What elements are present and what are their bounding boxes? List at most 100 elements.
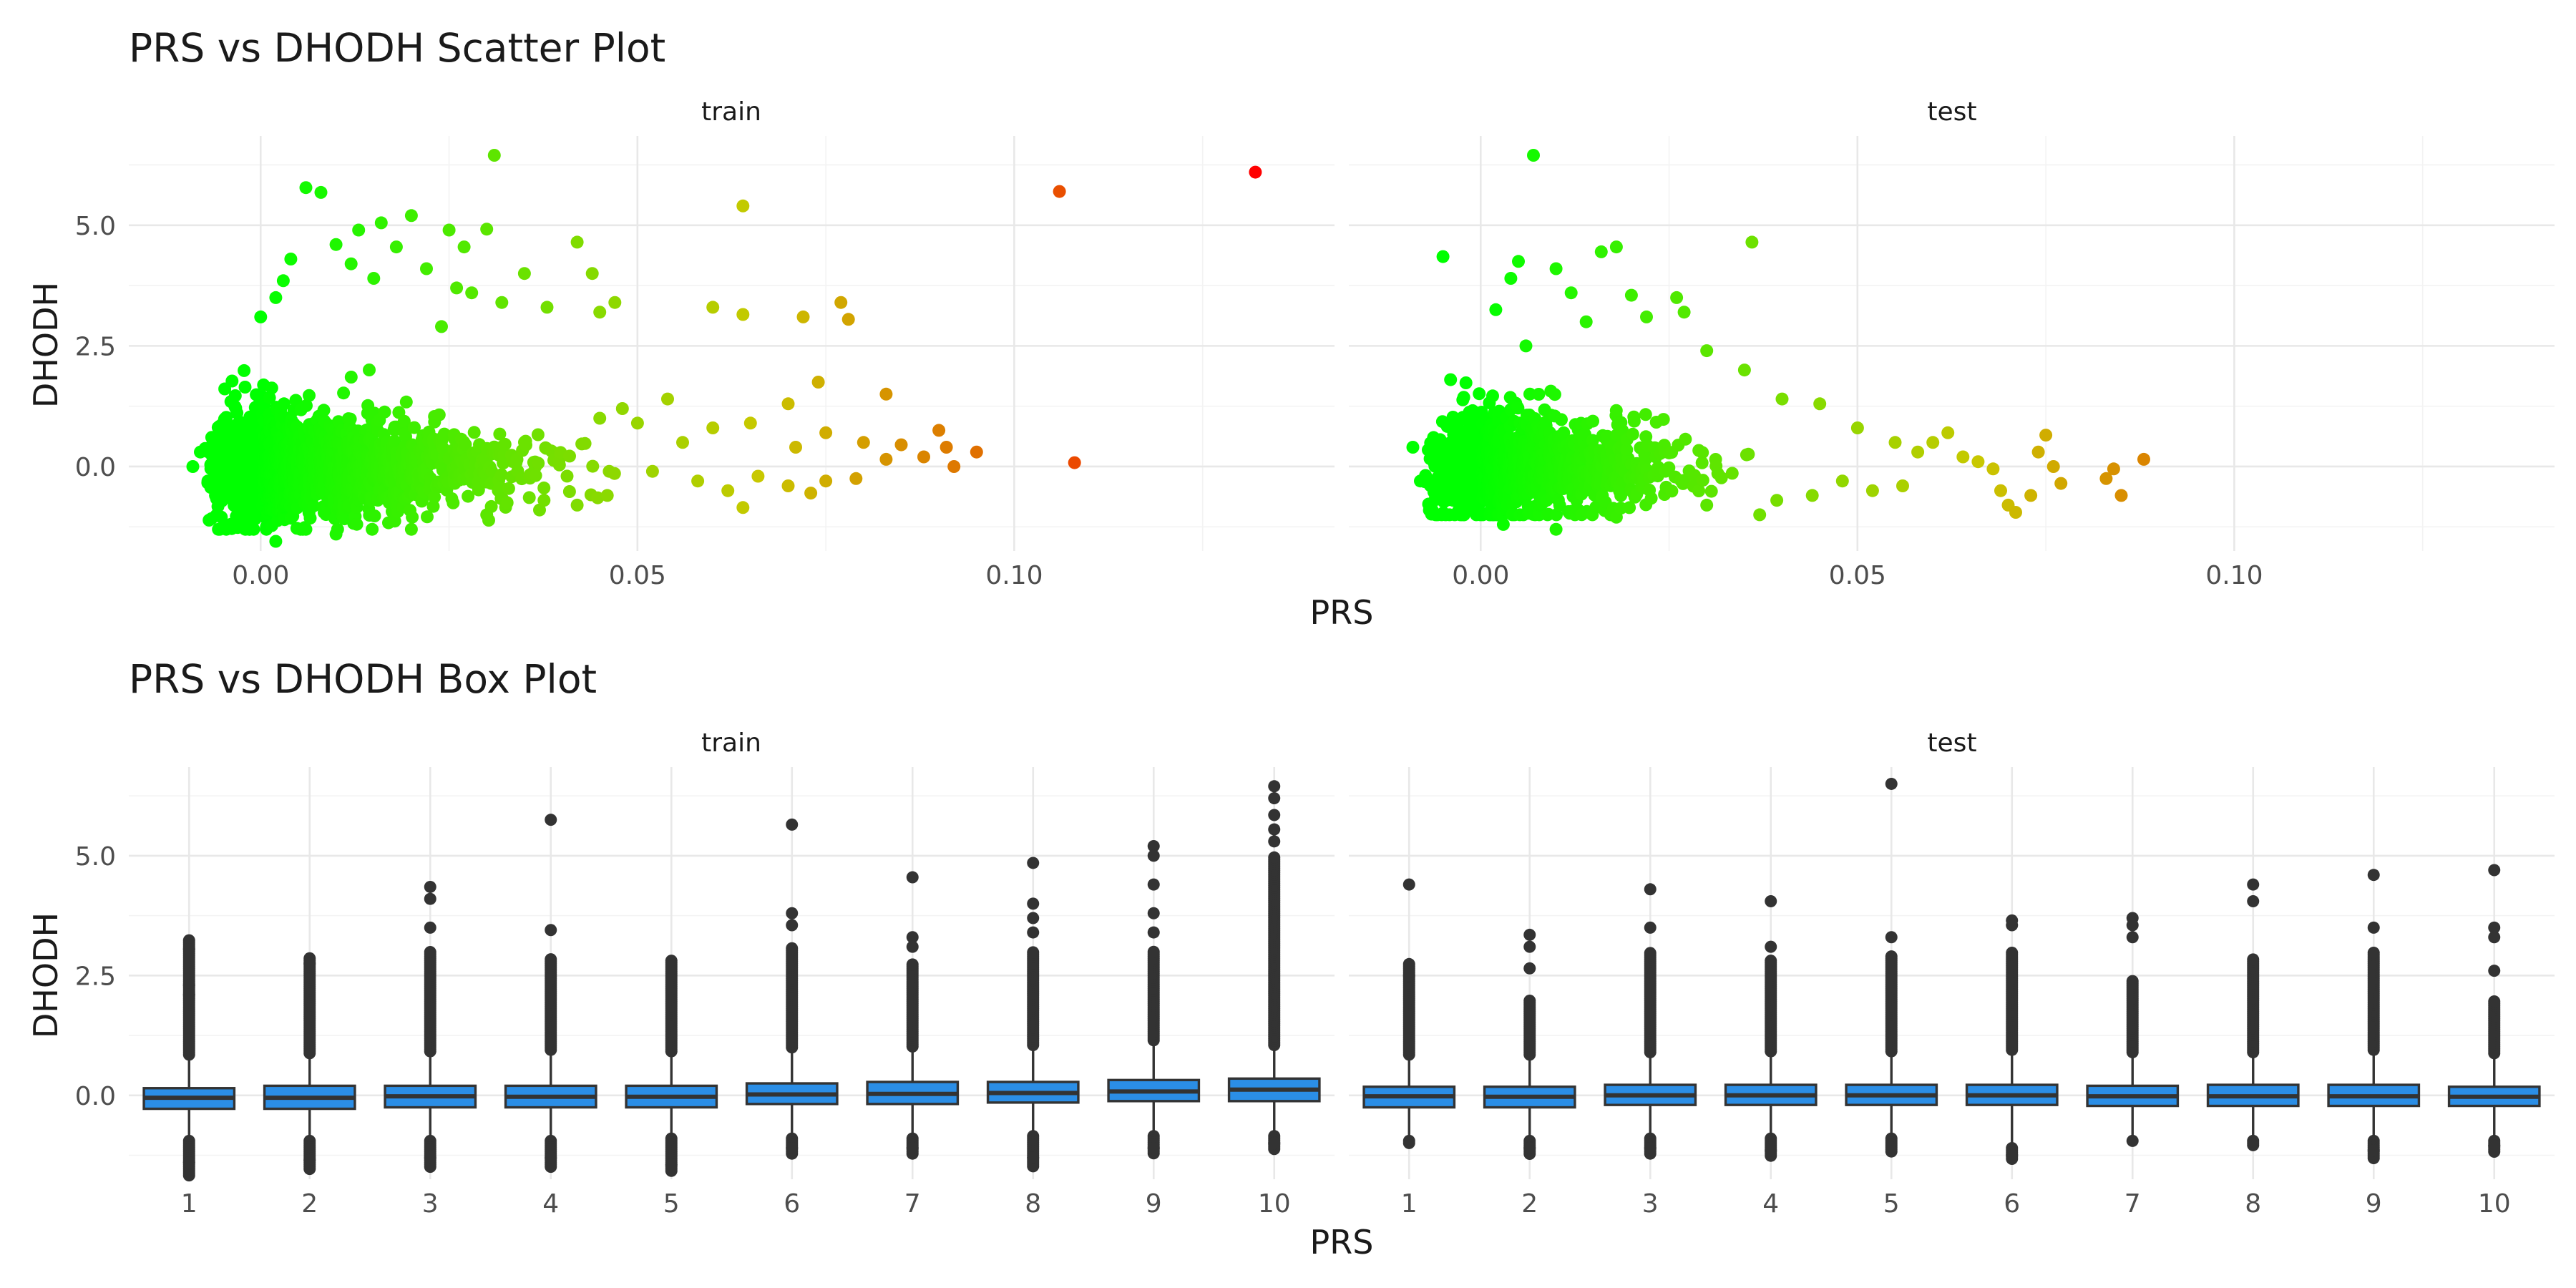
outlier-point [1765,955,1777,967]
x-tick-label: 7 [2124,1189,2141,1219]
y-tick-label: 0.0 [75,453,116,482]
scatter-point [1670,291,1684,304]
scatter-point [811,376,825,389]
scatter-point [495,296,509,309]
scatter-point [1714,471,1728,484]
scatter-point [462,489,475,503]
scatter-point [894,438,908,452]
scatter-point [329,238,343,251]
outlier-point [1027,857,1040,869]
scatter-point [1677,306,1691,319]
scatter-point [238,364,251,377]
scatter-point [437,427,451,441]
scatter-point [352,223,366,237]
scatter-point [263,391,276,404]
scatter-point [879,387,893,401]
outlier-point [1765,940,1777,953]
scatter-strip-test: test [1927,97,1976,127]
outlier-point [1147,840,1160,853]
outlier-point [1523,1141,1536,1154]
scatter-point [1614,489,1628,502]
scatter-point [1473,387,1486,401]
outlier-point [1885,950,1898,963]
box-strip-test: test [1927,728,1976,758]
outlier-point [424,1151,436,1164]
scatter-point [533,503,546,517]
box-4 [1724,895,1818,1162]
scatter-point [269,535,283,548]
outlier-point [665,1158,678,1171]
outlier-point [1402,878,1415,891]
scatter-point [932,424,946,437]
outlier-point [1523,995,1536,1007]
scatter-point [1549,522,1563,536]
scatter-point [947,460,961,473]
scatter-point [570,235,584,249]
scatter-point [269,291,283,304]
outlier-point [2126,919,2139,932]
box-panel-train: 1 2 3 4 5 6 7 8 9 10 0.0 2.5 5.0 [75,767,1335,1219]
scatter-point [736,199,750,213]
scatter-point [389,240,403,254]
outlier-point [1885,931,1898,944]
scatter-point [586,459,600,473]
scatter-point [307,499,321,513]
scatter-point [406,510,419,524]
x-tick-label: 4 [1762,1189,1779,1219]
scatter-point [1865,484,1879,497]
scatter-point [608,296,622,309]
scatter-point [277,397,291,411]
scatter-point [366,522,379,536]
scatter-x-axis-title: PRS [1310,593,1374,632]
x-tick-label: 6 [2004,1189,2020,1219]
scatter-point [706,301,720,314]
outlier-point [1523,962,1536,975]
scatter-point [1406,441,1420,454]
box-8 [986,857,1080,1173]
scatter-point [397,414,411,428]
outlier-point [906,1141,919,1154]
outlier-point [1147,907,1160,919]
box-5 [1845,777,1938,1158]
outlier-point [1885,1145,1898,1158]
x-tick-label: 7 [904,1189,921,1219]
scatter-point [1564,286,1578,300]
x-tick-label: 2 [301,1189,318,1219]
scatter-point [300,399,313,412]
y-tick-label: 2.5 [75,962,116,991]
outlier-point [2488,965,2501,977]
scatter-point [1594,245,1608,258]
outlier-point [1644,883,1657,896]
x-tick-label: 8 [2245,1189,2261,1219]
scatter-point [1444,373,1458,386]
scatter-point [1511,401,1525,415]
scatter-point [238,381,252,394]
outlier-point [1523,940,1536,953]
box-panel-test: 1 2 3 4 5 6 7 8 9 10 [1349,767,2555,1219]
scatter-point [1627,414,1641,428]
y-tick-label: 2.5 [75,332,116,361]
scatter-point [1504,272,1518,285]
x-tick-label: 0.05 [1829,561,1886,590]
scatter-point [1911,445,1925,459]
scatter-point [691,474,705,488]
outlier-point [2006,1149,2019,1162]
outlier-point [2126,975,2139,987]
scatter-point [1609,240,1623,254]
box-9 [1107,840,1201,1160]
scatter-panel-test: 0.00 0.05 0.10 [1349,136,2555,590]
scatter-point [600,489,614,502]
scatter-point [442,223,456,237]
scatter-point [1700,498,1714,512]
outlier-point [1885,777,1898,790]
scatter-point [404,522,418,536]
scatter-point [1623,501,1636,514]
scatter-point [608,467,621,480]
scatter-point [736,308,750,321]
scatter-point [314,185,328,199]
scatter-point [531,428,545,441]
outlier-point [1147,926,1160,939]
scatter-point [519,438,532,452]
outlier-point [786,919,799,932]
outlier-point [182,979,195,992]
